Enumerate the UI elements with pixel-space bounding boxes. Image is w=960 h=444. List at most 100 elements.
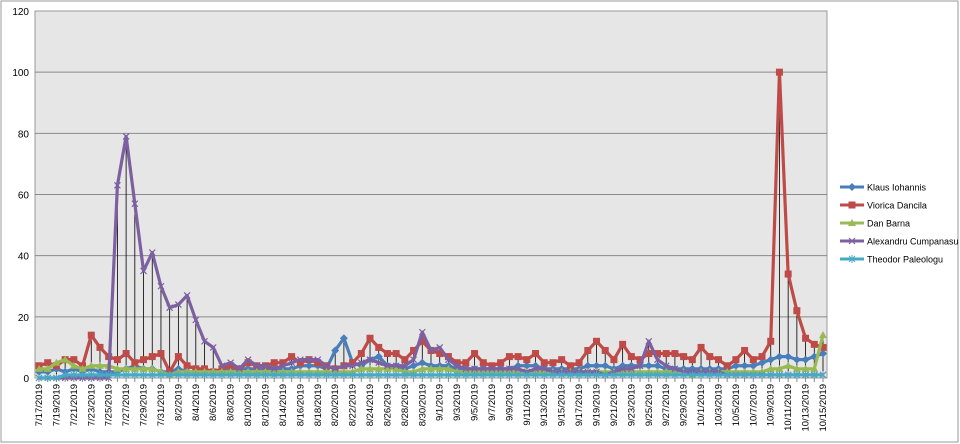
data-point-theodor-paleologu [244,370,252,379]
data-point-theodor-paleologu [410,370,417,379]
data-point-dan-barna [61,355,70,363]
x-tick-label: 9/13/2019 [539,384,550,426]
data-point-alexandru-cumpanasu [532,365,539,373]
x-tick-label: 8/18/2019 [313,384,324,426]
x-tick-label: 8/22/2019 [348,384,359,426]
x-tick-label: 8/10/2019 [243,384,254,426]
data-point-klaus-iohannis [749,361,758,370]
data-point-viorica-dancila [227,362,235,370]
data-point-theodor-paleologu [723,370,731,379]
data-point-theodor-paleologu [619,370,626,379]
data-point-alexandru-cumpanasu [340,362,348,370]
x-tick-label: 7/25/2019 [104,384,115,426]
data-point-alexandru-cumpanasu [654,356,661,364]
x-tick-label: 8/14/2019 [278,384,289,426]
data-point-theodor-paleologu [706,370,714,379]
data-point-theodor-paleologu [227,370,234,379]
data-point-theodor-paleologu [148,370,156,379]
data-point-alexandru-cumpanasu [157,282,165,290]
data-point-alexandru-cumpanasu [645,337,653,345]
data-point-viorica-dancila [706,353,714,361]
data-point-viorica-dancila [802,334,810,342]
data-point-theodor-paleologu [758,370,766,379]
y-tick-label: 0 [23,374,29,385]
data-point-theodor-paleologu [140,370,147,379]
data-point-alexandru-cumpanasu [505,365,513,373]
data-point-viorica-dancila [288,353,296,361]
data-point-alexandru-cumpanasu [227,359,235,367]
data-point-viorica-dancila [270,359,278,367]
data-point-theodor-paleologu [575,370,583,379]
data-point-dan-barna [78,364,87,372]
data-point-theodor-paleologu [584,370,592,379]
data-point-viorica-dancila [113,356,121,364]
data-point-theodor-paleologu [784,370,792,379]
data-point-viorica-dancila [627,353,635,361]
x-tick-label: 9/3/2019 [452,384,463,421]
data-point-theodor-paleologu [514,370,522,379]
data-point-dan-barna [130,364,139,372]
data-point-dan-barna [775,364,784,372]
data-point-viorica-dancila [505,353,513,361]
data-point-theodor-paleologu [296,370,304,379]
data-point-alexandru-cumpanasu [349,362,357,370]
data-point-klaus-iohannis [766,355,775,364]
data-point-dan-barna [113,364,122,372]
data-point-viorica-dancila [462,359,470,367]
data-point-viorica-dancila [453,359,461,367]
data-point-theodor-paleologu [793,370,801,379]
data-point-alexandru-cumpanasu [235,365,243,373]
data-point-theodor-paleologu [610,370,618,379]
data-point-theodor-paleologu [453,370,461,379]
data-point-alexandru-cumpanasu [671,365,679,373]
data-point-viorica-dancila [497,359,505,367]
data-point-theodor-paleologu [688,370,696,379]
data-point-dan-barna [148,364,157,372]
data-point-alexandru-cumpanasu [209,343,217,351]
data-point-viorica-dancila [540,359,548,367]
x-tick-label: 7/31/2019 [156,384,167,426]
data-point-alexandru-cumpanasu [497,365,505,373]
data-point-theodor-paleologu [628,370,635,379]
data-point-theodor-paleologu [532,370,539,379]
data-point-theodor-paleologu [183,370,191,379]
y-tick-label: 80 [18,129,30,140]
data-point-viorica-dancila [357,350,365,358]
data-point-viorica-dancila [819,343,827,351]
data-point-theodor-paleologu [802,370,809,379]
data-point-alexandru-cumpanasu [401,362,409,370]
data-point-alexandru-cumpanasu [453,362,461,370]
data-point-alexandru-cumpanasu [122,132,130,140]
data-point-theodor-paleologu [540,370,548,379]
legend-label-dan-barna: Dan Barna [867,219,910,229]
data-point-theodor-paleologu [236,370,243,379]
data-point-theodor-paleologu [767,370,775,379]
x-tick-label: 8/24/2019 [365,384,376,426]
data-point-alexandru-cumpanasu [166,304,174,312]
data-point-theodor-paleologu [157,370,165,379]
data-point-theodor-paleologu [357,370,365,379]
data-point-klaus-iohannis [339,334,348,343]
data-point-viorica-dancila [575,359,583,367]
x-tick-label: 8/2/2019 [173,384,184,421]
data-point-theodor-paleologu [645,370,653,379]
data-point-theodor-paleologu [558,370,566,379]
data-point-klaus-iohannis [583,361,592,370]
data-point-theodor-paleologu [732,370,740,379]
data-point-alexandru-cumpanasu [384,362,391,370]
data-point-viorica-dancila [549,359,557,367]
legend-marker-klaus-iohannis [848,183,856,191]
legend-label-klaus-iohannis: Klaus Iohannis [867,183,927,193]
data-point-alexandru-cumpanasu [174,301,182,309]
data-point-alexandru-cumpanasu [427,347,435,354]
data-point-viorica-dancila [697,343,705,351]
data-point-theodor-paleologu [79,370,86,379]
x-tick-label: 10/15/2019 [818,384,829,432]
x-tick-label: 9/5/2019 [470,384,481,421]
data-point-viorica-dancila [749,356,757,364]
data-point-theodor-paleologu [253,370,261,379]
data-point-theodor-paleologu [671,370,679,379]
data-point-alexandru-cumpanasu [314,356,322,364]
data-point-theodor-paleologu [697,370,705,379]
